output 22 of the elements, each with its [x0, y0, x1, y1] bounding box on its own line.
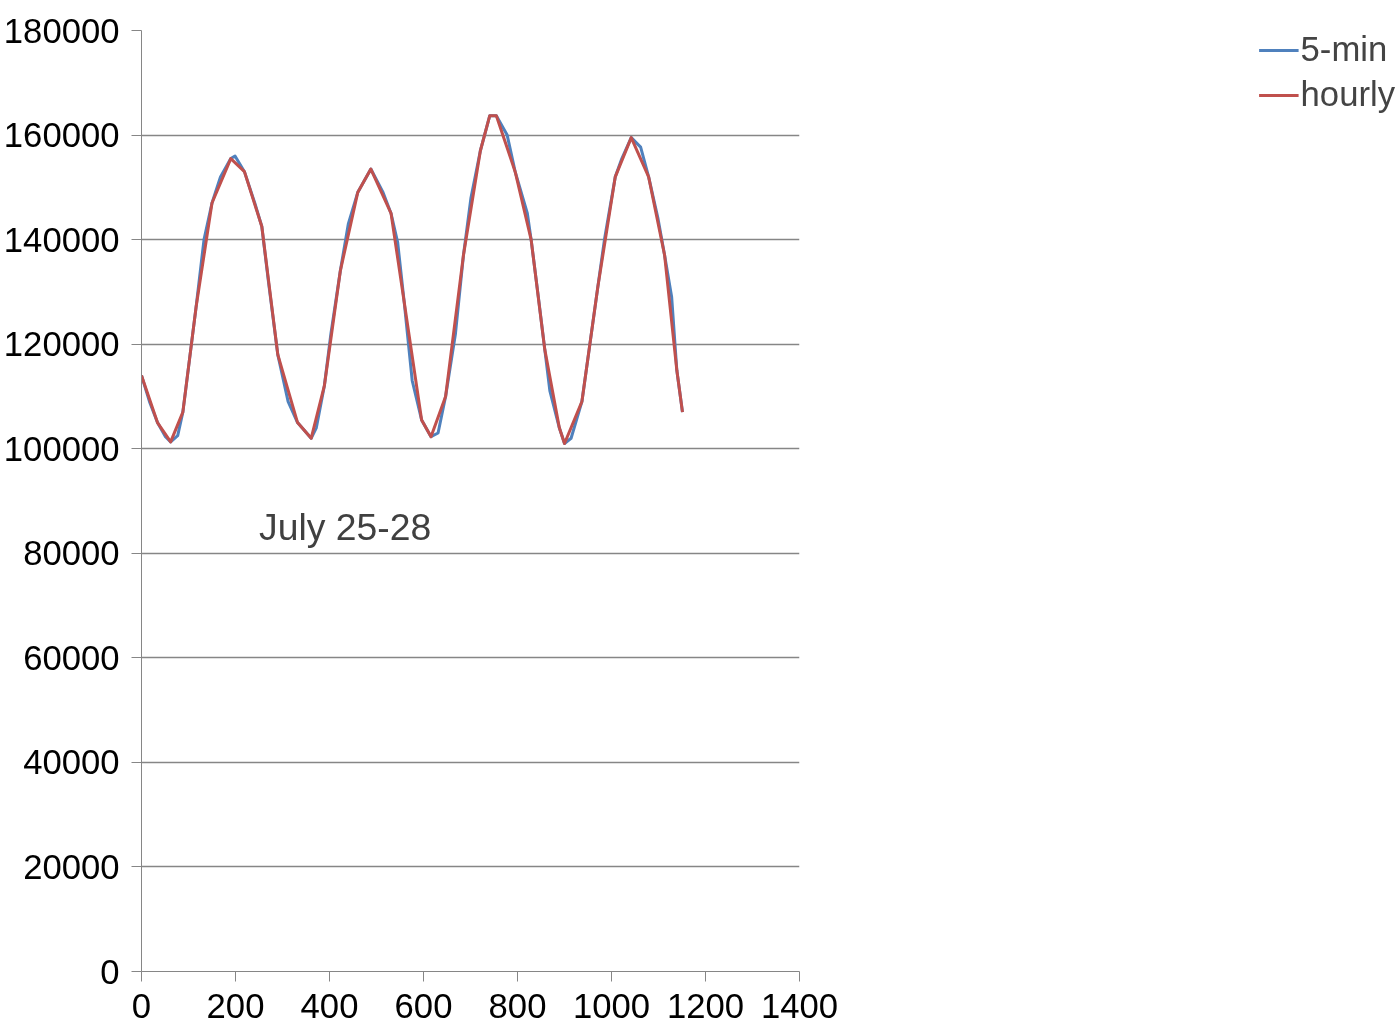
legend-label: hourly — [1300, 75, 1395, 114]
x-tick-label: 200 — [206, 986, 265, 1024]
y-tick-label: 0 — [100, 952, 120, 991]
x-tick-label: 400 — [300, 986, 359, 1024]
y-tick-label: 20000 — [23, 847, 120, 886]
y-tick-label: 160000 — [3, 116, 120, 155]
y-tick-label: 120000 — [3, 325, 120, 364]
x-tick-label: 600 — [394, 986, 453, 1024]
x-tick-label: 1000 — [572, 986, 651, 1024]
x-tick-label: 0 — [131, 986, 152, 1024]
x-tick-label: 800 — [488, 986, 547, 1024]
y-tick-label: 40000 — [23, 743, 120, 782]
y-tick-label: 180000 — [3, 11, 120, 50]
y-tick-label: 60000 — [23, 638, 120, 677]
legend-label: 5-min — [1300, 30, 1388, 69]
x-tick-label: 1200 — [666, 986, 745, 1024]
y-tick-label: 100000 — [3, 429, 120, 468]
line-series — [141, 114, 684, 445]
y-tick-label: 140000 — [3, 220, 120, 259]
annotation: July 25-28 — [259, 506, 432, 549]
y-tick-label: 80000 — [23, 534, 120, 573]
x-tick-label: 1400 — [760, 986, 839, 1024]
